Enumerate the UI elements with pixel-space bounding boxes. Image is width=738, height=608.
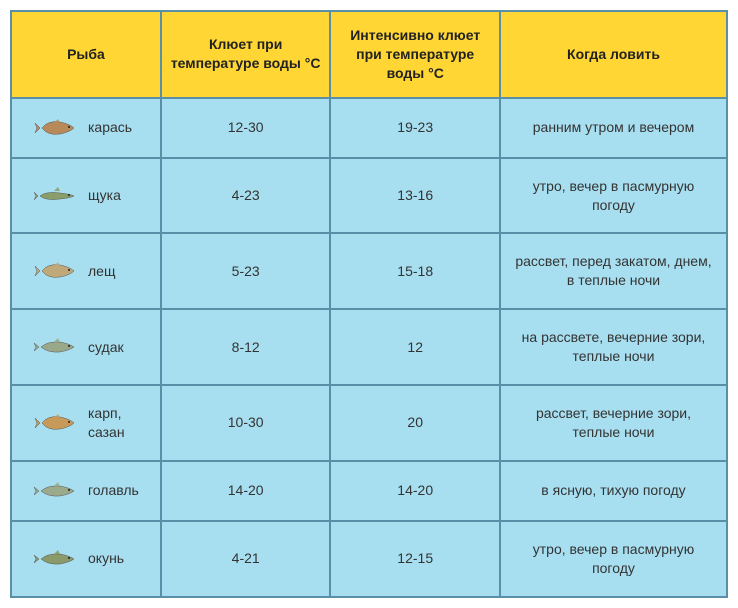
- cell-temp1: 12-30: [161, 98, 331, 158]
- fish-name: карась: [88, 118, 132, 137]
- fish-icon: [34, 548, 78, 570]
- fish-cell: карась: [11, 98, 161, 158]
- fish-cell: судак: [11, 309, 161, 385]
- header-temp2: Интенсивно клюет при температуре воды °С: [330, 11, 500, 98]
- table-row: карась 12-3019-23ранним утром и вечером: [11, 98, 727, 158]
- fish-name: судак: [88, 338, 124, 357]
- fish-cell: щука: [11, 158, 161, 234]
- cell-when: утро, вечер в пасмурную погоду: [500, 521, 727, 597]
- cell-when: утро, вечер в пасмурную погоду: [500, 158, 727, 234]
- fish-icon: [34, 480, 78, 502]
- table-row: голавль14-2014-20в ясную, тихую погоду: [11, 461, 727, 521]
- cell-temp1: 4-23: [161, 158, 331, 234]
- fish-icon: [34, 336, 78, 358]
- table-row: щука 4-2313-16утро, вечер в пасмурную пог…: [11, 158, 727, 234]
- table-row: карп, сазан 10-3020рассвет, вечерние зори…: [11, 385, 727, 461]
- fish-icon: [34, 117, 78, 139]
- cell-temp2: 12: [330, 309, 500, 385]
- table-row: окунь 4-2112-15утро, вечер в пасмурную по…: [11, 521, 727, 597]
- table-row: судак 8-1212на рассвете, вечерние зори, т…: [11, 309, 727, 385]
- cell-temp1: 14-20: [161, 461, 331, 521]
- fish-icon: [34, 185, 78, 207]
- fish-name: карп, сазан: [88, 404, 150, 442]
- fishing-table: Рыба Клюет при температуре воды °С Интен…: [10, 10, 728, 598]
- header-row: Рыба Клюет при температуре воды °С Интен…: [11, 11, 727, 98]
- table-row: лещ 5-2315-18рассвет, перед закатом, днем…: [11, 233, 727, 309]
- header-temp1: Клюет при температуре воды °С: [161, 11, 331, 98]
- fish-name: окунь: [88, 549, 124, 568]
- cell-when: рассвет, вечерние зори, теплые ночи: [500, 385, 727, 461]
- fish-name: лещ: [88, 262, 115, 281]
- cell-when: рассвет, перед закатом, днем, в теплые н…: [500, 233, 727, 309]
- cell-when: ранним утром и вечером: [500, 98, 727, 158]
- fish-cell: голавль: [11, 461, 161, 521]
- fish-name: голавль: [88, 481, 139, 500]
- cell-temp1: 5-23: [161, 233, 331, 309]
- cell-temp2: 20: [330, 385, 500, 461]
- cell-temp1: 8-12: [161, 309, 331, 385]
- header-when: Когда ловить: [500, 11, 727, 98]
- fish-icon: [34, 260, 78, 282]
- cell-temp2: 12-15: [330, 521, 500, 597]
- cell-temp2: 14-20: [330, 461, 500, 521]
- cell-when: в ясную, тихую погоду: [500, 461, 727, 521]
- cell-temp1: 10-30: [161, 385, 331, 461]
- cell-temp2: 15-18: [330, 233, 500, 309]
- fish-cell: карп, сазан: [11, 385, 161, 461]
- table-body: карась 12-3019-23ранним утром и вечером щ…: [11, 98, 727, 597]
- fish-cell: окунь: [11, 521, 161, 597]
- header-fish: Рыба: [11, 11, 161, 98]
- cell-temp2: 19-23: [330, 98, 500, 158]
- fish-icon: [34, 412, 78, 434]
- fish-name: щука: [88, 186, 121, 205]
- cell-when: на рассвете, вечерние зори, теплые ночи: [500, 309, 727, 385]
- cell-temp1: 4-21: [161, 521, 331, 597]
- fish-cell: лещ: [11, 233, 161, 309]
- cell-temp2: 13-16: [330, 158, 500, 234]
